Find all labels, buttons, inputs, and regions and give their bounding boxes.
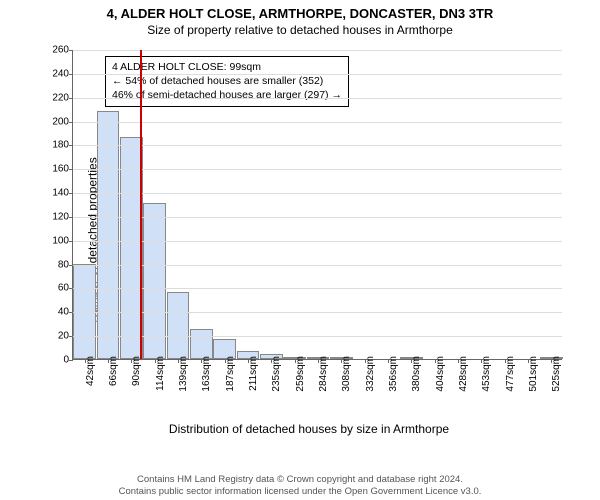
gridline-h bbox=[73, 122, 562, 123]
gridline-h bbox=[73, 50, 562, 51]
histogram-bar bbox=[167, 292, 189, 359]
reference-line bbox=[140, 50, 142, 359]
footer-line1: Contains HM Land Registry data © Crown c… bbox=[0, 474, 600, 486]
annotation-box: 4 ALDER HOLT CLOSE: 99sqm ← 54% of detac… bbox=[105, 56, 349, 107]
y-tick-label: 260 bbox=[47, 45, 69, 56]
footer-line2: Contains public sector information licen… bbox=[0, 486, 600, 498]
x-tick-label: 356sqm bbox=[388, 356, 399, 392]
x-tick-label: 114sqm bbox=[155, 356, 166, 391]
y-tick-label: 100 bbox=[47, 235, 69, 246]
y-tick-mark bbox=[69, 98, 73, 99]
title-line1: 4, ALDER HOLT CLOSE, ARMTHORPE, DONCASTE… bbox=[0, 6, 600, 21]
y-tick-mark bbox=[69, 312, 73, 313]
gridline-h bbox=[73, 169, 562, 170]
gridline-h bbox=[73, 74, 562, 75]
y-tick-label: 180 bbox=[47, 140, 69, 151]
x-tick-label: 284sqm bbox=[318, 356, 329, 392]
y-tick-label: 200 bbox=[47, 116, 69, 127]
gridline-h bbox=[73, 312, 562, 313]
x-tick-label: 477sqm bbox=[505, 356, 516, 392]
histogram-bar bbox=[190, 329, 212, 359]
gridline-h bbox=[73, 288, 562, 289]
gridline-h bbox=[73, 193, 562, 194]
x-tick-label: 308sqm bbox=[341, 356, 352, 392]
y-tick-label: 160 bbox=[47, 164, 69, 175]
chart-area: Number of detached properties 4 ALDER HO… bbox=[44, 50, 574, 430]
annotation-line2: ← 54% of detached houses are smaller (35… bbox=[112, 74, 342, 88]
x-tick-label: 428sqm bbox=[458, 356, 469, 392]
x-tick-label: 211sqm bbox=[248, 356, 259, 391]
chart-title-block: 4, ALDER HOLT CLOSE, ARMTHORPE, DONCASTE… bbox=[0, 0, 600, 37]
gridline-h bbox=[73, 336, 562, 337]
y-tick-label: 80 bbox=[47, 259, 69, 270]
y-tick-mark bbox=[69, 74, 73, 75]
y-tick-mark bbox=[69, 217, 73, 218]
x-tick-label: 187sqm bbox=[225, 356, 236, 392]
x-tick-label: 453sqm bbox=[481, 356, 492, 392]
y-tick-mark bbox=[69, 122, 73, 123]
x-tick-label: 332sqm bbox=[365, 356, 376, 392]
x-tick-label: 163sqm bbox=[201, 356, 212, 392]
y-tick-mark bbox=[69, 288, 73, 289]
x-tick-label: 525sqm bbox=[551, 356, 562, 392]
x-axis-label: Distribution of detached houses by size … bbox=[44, 422, 574, 436]
annotation-line3: 46% of semi-detached houses are larger (… bbox=[112, 88, 342, 102]
title-line2: Size of property relative to detached ho… bbox=[0, 23, 600, 37]
y-tick-mark bbox=[69, 336, 73, 337]
gridline-h bbox=[73, 217, 562, 218]
plot-area: 4 ALDER HOLT CLOSE: 99sqm ← 54% of detac… bbox=[72, 50, 562, 360]
y-tick-label: 40 bbox=[47, 307, 69, 318]
y-tick-mark bbox=[69, 265, 73, 266]
gridline-h bbox=[73, 98, 562, 99]
gridline-h bbox=[73, 241, 562, 242]
histogram-bar bbox=[97, 111, 119, 359]
y-tick-label: 120 bbox=[47, 211, 69, 222]
x-tick-label: 139sqm bbox=[178, 356, 189, 392]
y-tick-mark bbox=[69, 50, 73, 51]
x-tick-label: 42sqm bbox=[85, 356, 96, 386]
x-tick-label: 66sqm bbox=[108, 356, 119, 386]
y-tick-mark bbox=[69, 241, 73, 242]
gridline-h bbox=[73, 145, 562, 146]
y-tick-label: 240 bbox=[47, 68, 69, 79]
y-tick-mark bbox=[69, 360, 73, 361]
y-tick-label: 60 bbox=[47, 283, 69, 294]
y-tick-mark bbox=[69, 169, 73, 170]
annotation-line1: 4 ALDER HOLT CLOSE: 99sqm bbox=[112, 60, 342, 74]
x-tick-label: 235sqm bbox=[271, 356, 282, 392]
gridline-h bbox=[73, 265, 562, 266]
x-tick-label: 259sqm bbox=[295, 356, 306, 392]
footer-attribution: Contains HM Land Registry data © Crown c… bbox=[0, 474, 600, 498]
y-tick-mark bbox=[69, 193, 73, 194]
y-tick-label: 220 bbox=[47, 92, 69, 103]
x-tick-label: 404sqm bbox=[435, 356, 446, 392]
x-tick-label: 380sqm bbox=[411, 356, 422, 392]
y-tick-mark bbox=[69, 145, 73, 146]
x-tick-label: 90sqm bbox=[131, 356, 142, 386]
y-tick-label: 0 bbox=[47, 355, 69, 366]
x-tick-label: 501sqm bbox=[528, 356, 539, 392]
y-tick-label: 20 bbox=[47, 331, 69, 342]
y-tick-label: 140 bbox=[47, 188, 69, 199]
